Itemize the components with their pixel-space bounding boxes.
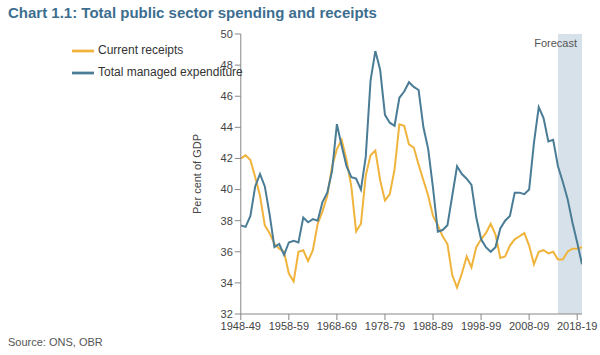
svg-text:1978-79: 1978-79 <box>365 320 405 332</box>
svg-text:50: 50 <box>221 28 233 40</box>
svg-text:48: 48 <box>221 59 233 71</box>
svg-text:32: 32 <box>221 308 233 320</box>
svg-text:40: 40 <box>221 183 233 195</box>
svg-text:36: 36 <box>221 246 233 258</box>
svg-text:1958-59: 1958-59 <box>269 320 309 332</box>
svg-text:Forecast: Forecast <box>534 37 577 49</box>
svg-text:1998-99: 1998-99 <box>461 320 501 332</box>
svg-text:44: 44 <box>221 121 233 133</box>
svg-text:1948-49: 1948-49 <box>221 320 261 332</box>
svg-text:42: 42 <box>221 152 233 164</box>
svg-text:2018-19: 2018-19 <box>557 320 592 332</box>
svg-text:1968-69: 1968-69 <box>317 320 357 332</box>
svg-text:34: 34 <box>221 277 233 289</box>
svg-text:46: 46 <box>221 90 233 102</box>
svg-text:Per cent of GDP: Per cent of GDP <box>191 134 203 214</box>
svg-text:38: 38 <box>221 215 233 227</box>
svg-text:1988-89: 1988-89 <box>413 320 453 332</box>
svg-text:2008-09: 2008-09 <box>509 320 549 332</box>
